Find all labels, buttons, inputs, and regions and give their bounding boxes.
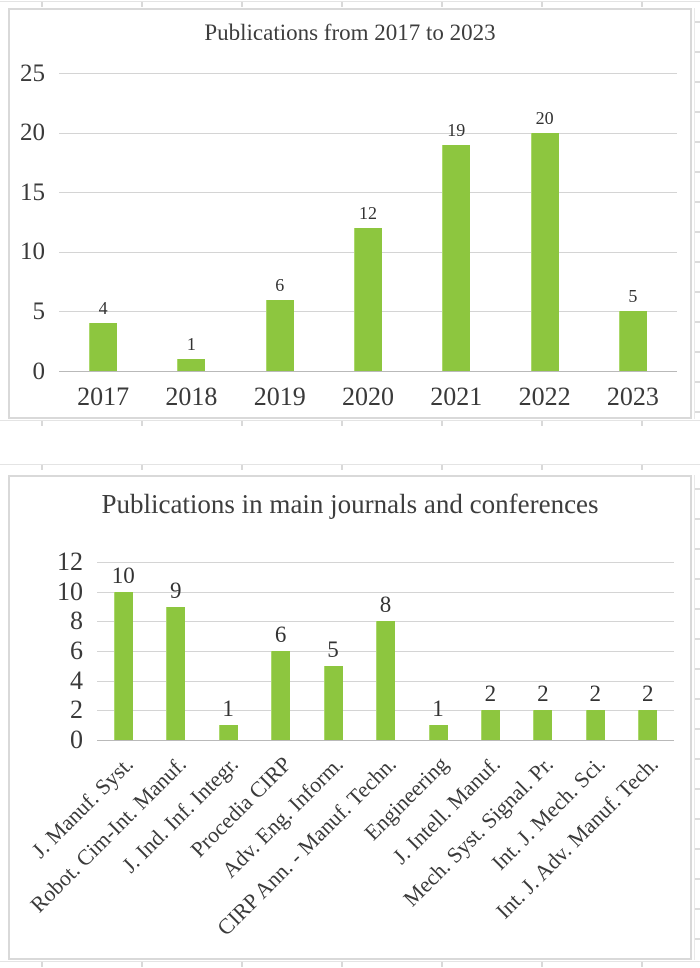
bar-cirp-ann-manuf-techn xyxy=(376,621,395,740)
bar-value-label-2023: 5 xyxy=(628,286,638,307)
bar-engineering xyxy=(428,725,448,740)
bar-value-label-robot-cim-int-manuf: 9 xyxy=(169,577,182,603)
y-axis-tick-label-20: 20 xyxy=(20,119,45,147)
y-axis-tick-label-25: 25 xyxy=(20,59,45,87)
bar-value-label-2019: 6 xyxy=(275,274,285,295)
x-axis-tick-label-2022: 2022 xyxy=(518,382,571,411)
x-axis-tick-label-2020: 2020 xyxy=(342,382,394,411)
outer-tick-marks-mid-lower xyxy=(0,464,700,470)
x-axis-tick-label-2023: 2023 xyxy=(606,382,659,411)
y-axis-tick-label-2: 2 xyxy=(70,695,83,725)
gridline-20 xyxy=(59,132,677,134)
bar-value-label-2021: 19 xyxy=(447,119,466,140)
x-axis-tick-label-2019: 2019 xyxy=(253,382,306,411)
y-axis-tick-label-5: 5 xyxy=(32,297,46,325)
journal-publications-chart: Publications in main journals and confer… xyxy=(8,475,692,960)
bar-2022 xyxy=(530,132,559,371)
y-axis-tick-label-8: 8 xyxy=(70,606,83,636)
gridline-0 xyxy=(59,371,677,372)
y-axis-tick-label-0: 0 xyxy=(32,357,46,385)
bar-int-j-mech-sci xyxy=(585,710,605,740)
x-axis-tick-label-2021: 2021 xyxy=(430,382,483,411)
gridline-10 xyxy=(97,591,674,593)
bar-2019 xyxy=(265,299,294,371)
gridline-12 xyxy=(97,562,674,563)
bar-value-label-2017: 4 xyxy=(98,298,108,319)
y-axis-tick-label-4: 4 xyxy=(70,665,83,695)
plot-area: 0 2 4 6 8 10 12 10 J. Manuf. Syst. 9 Robot. Cim-In… xyxy=(10,477,690,958)
gridline-25 xyxy=(59,73,677,74)
outer-tick-marks-bottom xyxy=(0,961,700,967)
bar-value-label-2022: 20 xyxy=(535,107,554,128)
bar-2020 xyxy=(354,228,382,371)
bar-int-j-adv-manuf-tech xyxy=(638,710,658,740)
outer-tick-marks-mid-upper xyxy=(0,420,700,426)
bar-value-label-j-ind-inf-integr: 1 xyxy=(222,696,234,722)
bar-j-ind-inf-integr xyxy=(218,725,238,740)
chart-title: Publications in main journals and confer… xyxy=(101,489,599,519)
x-axis-tick-label-2017: 2017 xyxy=(77,382,130,411)
y-axis-tick-label-10: 10 xyxy=(57,576,83,606)
bar-value-label-2020: 12 xyxy=(359,203,377,223)
bar-adv-eng-inform xyxy=(323,665,343,740)
y-axis-tick-label-10: 10 xyxy=(20,238,45,266)
bar-j-intell-manuf xyxy=(480,710,500,740)
bar-j-manuf-syst xyxy=(113,591,133,740)
gridline-0 xyxy=(97,740,674,741)
bar-value-label-j-manuf-syst: 10 xyxy=(111,562,135,588)
bar-procedia-cirp xyxy=(271,651,291,740)
outer-tick-marks-top xyxy=(0,1,700,7)
yearly-publications-chart: Publications from 2017 to 2023 0 5 10 15 20 2… xyxy=(8,8,692,419)
y-axis-tick-label-6: 6 xyxy=(70,635,83,665)
bar-2023 xyxy=(618,311,647,371)
bar-value-label-adv-eng-inform: 5 xyxy=(327,636,339,662)
bar-robot-cim-int-manuf xyxy=(166,606,186,740)
bar-value-label-cirp-ann-manuf-techn: 8 xyxy=(379,592,392,618)
bar-2021 xyxy=(442,144,471,371)
bar-value-label-int-j-mech-sci: 2 xyxy=(589,681,602,707)
y-axis-tick-label-0: 0 xyxy=(70,724,83,754)
outer-tick-marks-right-bottom xyxy=(694,475,700,960)
bar-2017 xyxy=(89,323,118,371)
bar-value-label-2018: 1 xyxy=(186,334,196,355)
bar-value-label-engineering: 1 xyxy=(432,696,444,722)
y-axis-tick-label-15: 15 xyxy=(20,178,45,206)
bar-2018 xyxy=(177,359,206,371)
bar-value-label-j-intell-manuf: 2 xyxy=(484,681,497,707)
bar-mech-syst-signal-pr xyxy=(533,710,553,740)
bar-value-label-mech-syst-signal-pr: 2 xyxy=(537,681,549,707)
x-axis-tick-label-2018: 2018 xyxy=(165,382,218,411)
y-axis-tick-label-12: 12 xyxy=(57,546,83,576)
plot-area: 0 5 10 15 20 25 4 2017 1 2018 6 2019 12 2020 19 2021 20 2… xyxy=(10,10,690,417)
gridline-15 xyxy=(59,192,677,194)
outer-tick-marks-right-top xyxy=(694,8,700,419)
bar-value-label-procedia-cirp: 6 xyxy=(274,622,287,647)
chart-title: Publications from 2017 to 2023 xyxy=(204,20,496,45)
bar-value-label-int-j-adv-manuf-tech: 2 xyxy=(642,681,654,707)
